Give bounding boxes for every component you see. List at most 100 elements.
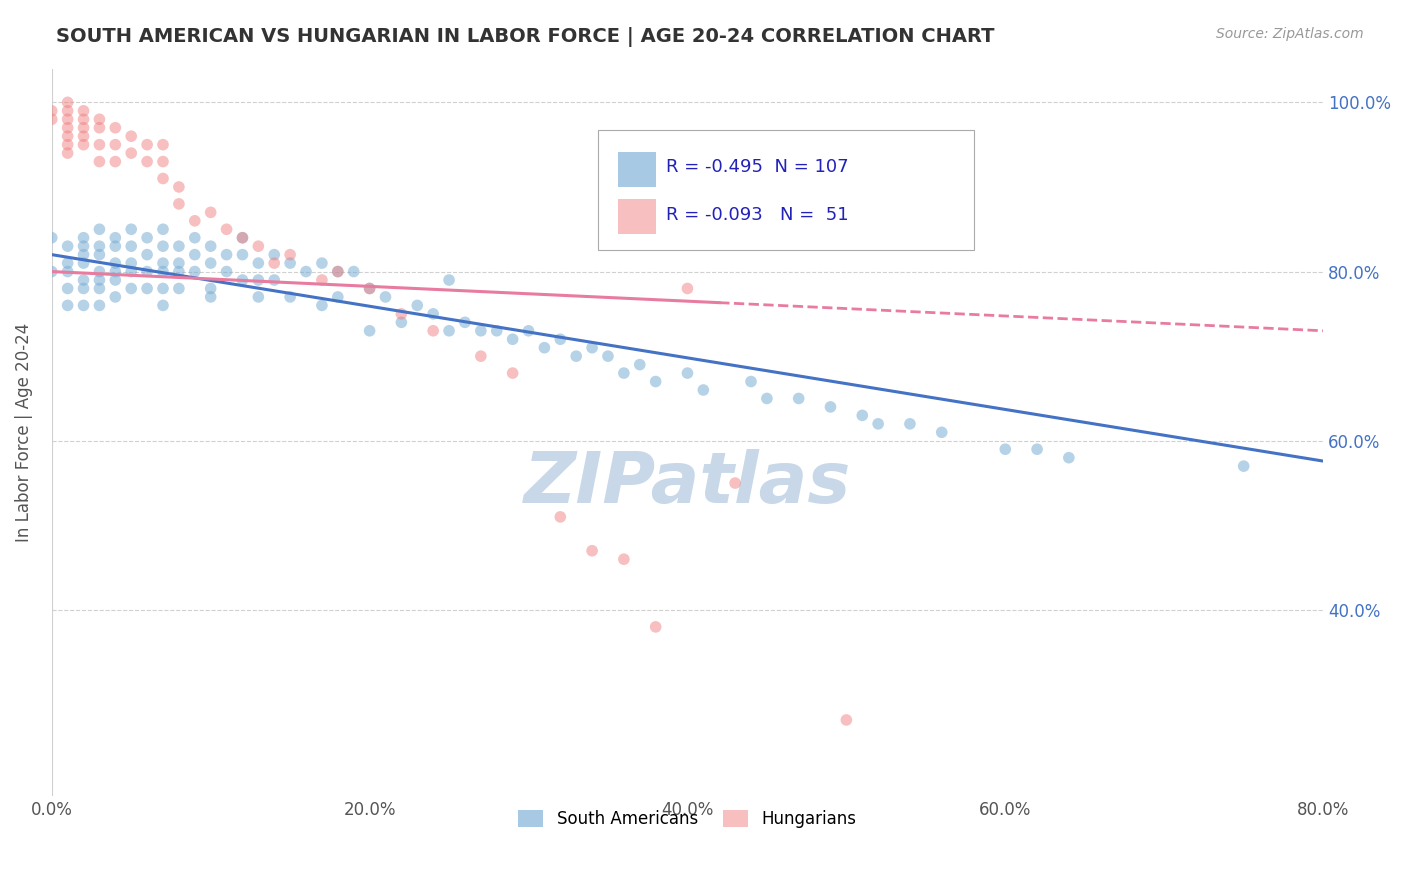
Text: R = -0.495  N = 107: R = -0.495 N = 107 [666,158,848,176]
Point [311,298,333,312]
Point [200,256,222,270]
Point [72,256,94,270]
Point [56,137,79,152]
Point [104,137,127,152]
Point [56,281,79,295]
Point [89,112,111,127]
Point [550,509,572,524]
Point [311,256,333,270]
Point [517,324,540,338]
Legend: South Americans, Hungarians: South Americans, Hungarians [512,804,863,835]
Point [581,341,603,355]
Point [136,281,159,295]
Point [89,264,111,278]
Point [676,281,699,295]
Point [898,417,921,431]
Bar [617,153,655,187]
Point [72,112,94,127]
Point [56,129,79,144]
Point [231,231,253,245]
Point [820,400,842,414]
Point [247,290,270,304]
Point [787,392,810,406]
Point [152,298,174,312]
Point [454,315,477,329]
Point [263,256,285,270]
Point [56,103,79,118]
Point [263,273,285,287]
Point [613,552,636,566]
Text: R = -0.093   N =  51: R = -0.093 N = 51 [666,206,848,224]
Point [184,214,207,228]
Point [311,273,333,287]
Point [359,281,381,295]
Point [200,205,222,219]
Point [437,324,460,338]
Point [278,256,301,270]
Point [152,281,174,295]
Point [120,256,142,270]
Point [120,129,142,144]
Point [200,290,222,304]
Text: Source: ZipAtlas.com: Source: ZipAtlas.com [1216,27,1364,41]
Point [56,95,79,110]
Point [502,332,524,346]
Point [724,476,747,491]
Point [755,392,778,406]
Point [596,349,619,363]
Point [72,103,94,118]
Point [835,713,858,727]
Point [644,375,666,389]
Point [740,375,762,389]
Point [550,332,572,346]
Point [644,620,666,634]
Point [72,298,94,312]
Point [72,231,94,245]
Point [89,137,111,152]
Point [247,256,270,270]
Point [200,239,222,253]
Point [374,290,396,304]
Point [72,129,94,144]
Bar [617,199,655,234]
Point [278,290,301,304]
Point [851,409,873,423]
Point [295,264,318,278]
Point [56,239,79,253]
Point [152,171,174,186]
Point [72,281,94,295]
Point [994,442,1017,457]
Point [136,247,159,261]
Point [41,112,63,127]
Point [104,290,127,304]
Point [89,239,111,253]
Point [359,324,381,338]
Point [931,425,953,440]
Point [200,281,222,295]
Y-axis label: In Labor Force | Age 20-24: In Labor Force | Age 20-24 [15,323,32,542]
Point [263,247,285,261]
Point [120,146,142,161]
Point [278,247,301,261]
Point [1057,450,1080,465]
Point [422,324,444,338]
Point [231,247,253,261]
Point [422,307,444,321]
Point [167,256,190,270]
Point [136,264,159,278]
Point [56,146,79,161]
Point [120,222,142,236]
Point [72,239,94,253]
FancyBboxPatch shape [599,130,973,251]
Point [41,103,63,118]
Point [104,239,127,253]
Point [152,137,174,152]
Point [136,231,159,245]
Point [215,264,238,278]
Point [389,315,412,329]
Point [72,120,94,135]
Point [581,543,603,558]
Point [676,366,699,380]
Point [120,281,142,295]
Point [104,264,127,278]
